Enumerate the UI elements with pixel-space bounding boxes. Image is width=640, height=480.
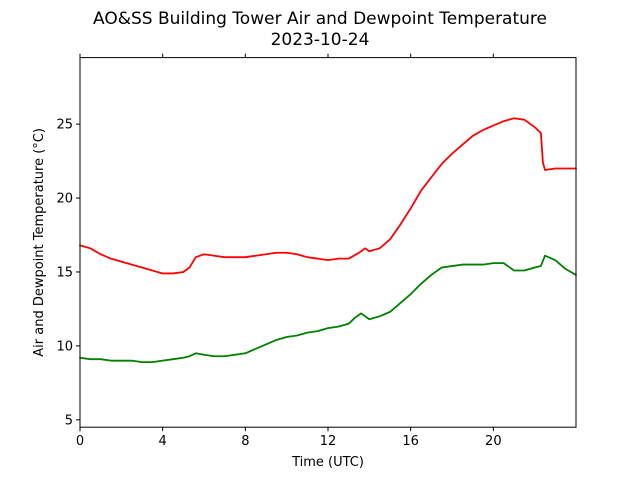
x-tick-label: 0 — [76, 434, 84, 449]
y-tick-label: 20 — [56, 192, 73, 207]
y-tick-label: 25 — [56, 118, 73, 133]
series-line-2 — [79, 254, 577, 364]
x-axis-label: Time (UTC) — [291, 455, 364, 470]
x-axis: 0 4 8 12 16 20 — [76, 53, 502, 449]
chart-title: AO&SS Building Tower Air and Dewpoint Te… — [93, 9, 547, 29]
plot-area-frame — [79, 57, 577, 428]
y-tick-label: 5 — [65, 413, 73, 428]
x-tick-label: 16 — [402, 434, 419, 449]
y-tick-label: 15 — [56, 265, 73, 280]
series-layer — [79, 117, 577, 364]
y-axis-label: Air and Dewpoint Temperature (°C) — [32, 128, 47, 357]
y-axis: 5 10 15 20 25 — [56, 118, 80, 428]
series-line-1 — [79, 117, 577, 275]
x-tick-label: 4 — [159, 434, 167, 449]
y-tick-label: 10 — [56, 339, 73, 354]
chart-subtitle: 2023-10-24 — [271, 30, 370, 50]
x-tick-label: 8 — [241, 434, 249, 449]
x-tick-label: 20 — [485, 434, 502, 449]
x-tick-label: 12 — [320, 434, 337, 449]
